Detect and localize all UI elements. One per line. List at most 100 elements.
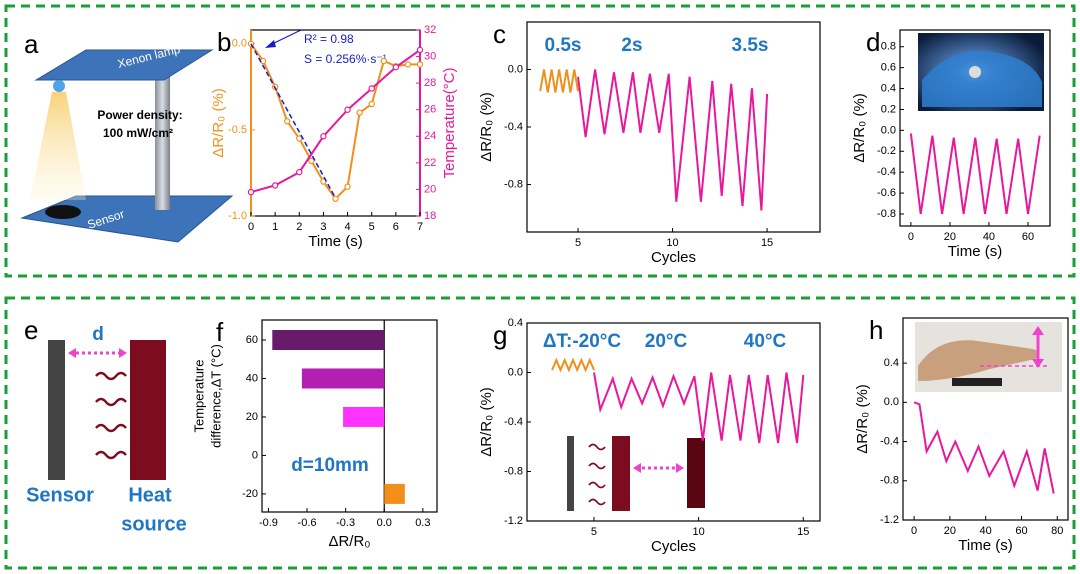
y-tick-label: 0.4: [881, 82, 896, 94]
y-tick-label: 0.4: [508, 317, 523, 329]
x-tick-label: 40: [983, 231, 995, 243]
distance-label: d: [92, 324, 104, 345]
point: [368, 85, 375, 92]
y-tick-label: -0.5: [228, 124, 247, 136]
y-tick-label: 0.0: [508, 63, 523, 75]
bar: [301, 368, 385, 389]
annotation: d=10mm: [291, 455, 369, 476]
x-tick-label: 0.3: [415, 517, 430, 529]
x-tick-label: 10: [666, 237, 678, 249]
annotation: R² = 0.98: [304, 32, 354, 46]
point: [404, 61, 412, 68]
sensor: [952, 378, 1002, 386]
arrow-head: [1032, 326, 1044, 335]
y-tick-label: -0.6: [877, 187, 896, 199]
x-tick-label: 5: [575, 237, 581, 249]
y-tick-label: 0.8: [881, 41, 896, 53]
annotation: 0.5s: [545, 35, 582, 56]
arrow-head: [265, 40, 276, 48]
heat-source: [687, 438, 705, 508]
lamp-diagram: a Sensor Xenon lamp Power density: 100 m…: [20, 29, 234, 243]
y-tick-label: 20: [246, 411, 258, 423]
x-tick-label: 15: [797, 526, 809, 538]
heat-source: [130, 340, 166, 480]
panel-letter: h: [869, 315, 883, 345]
panel-frame: [4, 296, 1076, 570]
x-tick-label: 20: [944, 525, 956, 537]
x-axis-title: ΔR/R₀: [328, 533, 370, 550]
bulb: [53, 80, 65, 92]
point: [296, 168, 303, 176]
x-axis-title: Time (s): [308, 233, 362, 250]
y-axis-title: Temperature: [191, 360, 206, 433]
panel-letter: f: [216, 317, 224, 347]
y2-tick-label: 32: [424, 24, 436, 36]
y-tick-label: 0.0: [881, 124, 896, 136]
y2-tick-label: 28: [424, 77, 436, 89]
point: [380, 57, 387, 65]
x-axis-title: Cycles: [651, 538, 696, 555]
y-tick-label: 0.0: [884, 396, 899, 408]
y-tick-label: -0.4: [504, 416, 523, 428]
heat-label: Heat: [128, 484, 172, 506]
y2-tick-label: 24: [424, 130, 436, 142]
heat-waves: [588, 443, 606, 506]
y-tick-label: 0.6: [881, 62, 896, 74]
pole: [155, 72, 170, 210]
x-tick-label: 15: [761, 237, 773, 249]
point: [308, 157, 315, 165]
annotation: ΔT:-20°C: [543, 331, 622, 352]
x-tick-label: 60: [1022, 231, 1034, 243]
y-tick-label: 0.2: [881, 103, 896, 115]
y-tick-label: 0.4: [884, 357, 899, 369]
photo-inset: [918, 33, 1044, 111]
point: [344, 183, 351, 190]
x-tick-label: 2: [296, 221, 302, 233]
series-line: [913, 401, 1055, 494]
panel-letter: b: [217, 27, 231, 57]
y-tick-label: -0.8: [877, 208, 896, 220]
plot-frame: [899, 29, 1051, 227]
series-line: [551, 357, 595, 373]
series-line: [577, 69, 769, 211]
arrow-head: [68, 348, 76, 358]
series-line: [593, 372, 805, 444]
glove: [922, 50, 1042, 107]
y-tick-label: -0.8: [880, 475, 899, 487]
x-tick-label: 40: [980, 525, 992, 537]
y-axis-title: ΔR/R₀ (%): [851, 93, 868, 163]
y2-tick-label: 18: [424, 210, 436, 222]
panel-letter: d: [866, 27, 880, 57]
power-value: 100 mW/cm²: [103, 126, 173, 140]
y-tick-label: -1.2: [880, 514, 899, 526]
point: [416, 61, 424, 68]
y-tick-label: -0.2: [877, 145, 896, 157]
arrow-head: [119, 348, 127, 358]
annotation: S = 0.256%·s⁻¹: [304, 52, 387, 66]
heat-label: source: [121, 513, 187, 535]
schematic-inset: [567, 436, 705, 511]
panel-letter: e: [24, 315, 38, 345]
panel-letter: g: [493, 320, 507, 350]
x-tick-label: 80: [1051, 525, 1063, 537]
panel-letter: a: [24, 29, 39, 59]
series-line: [250, 49, 421, 194]
annotation: 40°C: [744, 331, 787, 352]
sensor: [45, 205, 81, 219]
x-tick-label: -0.3: [336, 517, 355, 529]
y2-tick-label: 26: [424, 104, 436, 116]
base-plate: [20, 195, 234, 243]
x-axis-title: Time (s): [948, 243, 1002, 260]
x-tick-label: 4: [345, 221, 351, 233]
x-tick-label: -0.6: [298, 517, 317, 529]
y2-tick-label: 30: [424, 50, 436, 62]
y2-tick-label: 20: [424, 183, 436, 195]
x-tick-label: 10: [692, 526, 704, 538]
y-tick-label: -1.2: [504, 515, 523, 527]
bar: [384, 483, 405, 504]
y-tick-label: 40: [246, 372, 258, 384]
plot-frame: [261, 319, 438, 513]
panel-letter: c: [493, 19, 506, 49]
annotation: 20°C: [645, 331, 688, 352]
